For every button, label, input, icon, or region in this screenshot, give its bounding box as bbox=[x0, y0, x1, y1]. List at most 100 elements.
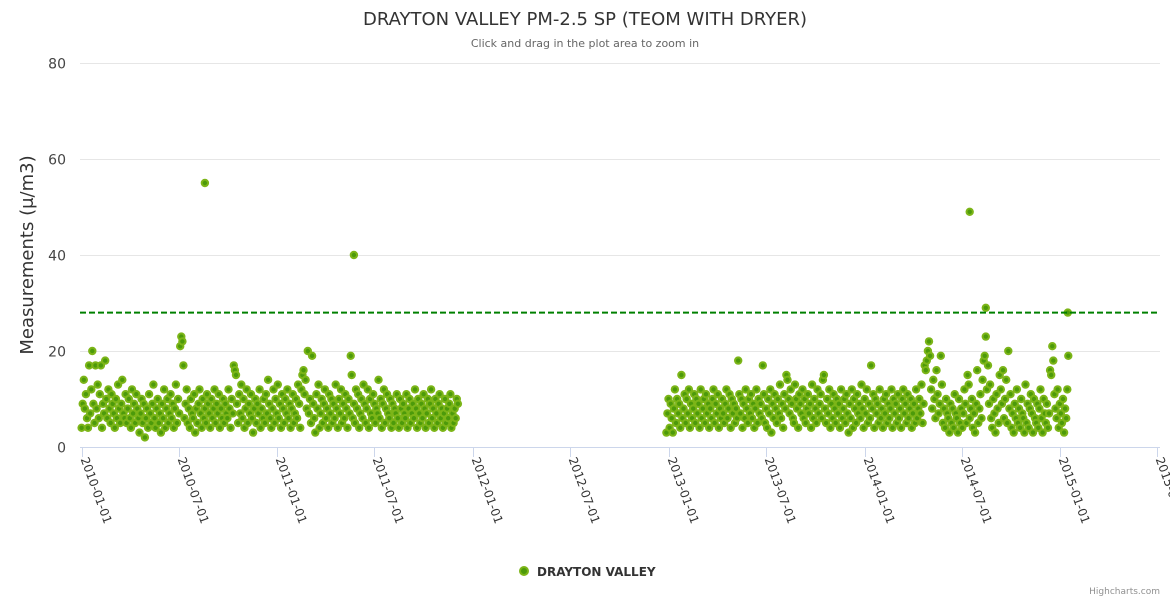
y-tick-label: 20 bbox=[48, 345, 66, 361]
data-point bbox=[83, 423, 93, 432]
data-point bbox=[706, 404, 715, 413]
data-point bbox=[346, 351, 355, 360]
data-point bbox=[747, 414, 757, 423]
data-point bbox=[970, 428, 980, 437]
data-point bbox=[435, 390, 444, 399]
data-point bbox=[81, 390, 91, 399]
data-point bbox=[349, 250, 359, 260]
data-point bbox=[746, 390, 756, 399]
data-point bbox=[314, 380, 323, 389]
data-point bbox=[767, 428, 776, 437]
data-point bbox=[132, 390, 141, 399]
data-point bbox=[110, 423, 120, 432]
data-point bbox=[344, 394, 353, 404]
credits-link[interactable]: Highcharts.com bbox=[1089, 587, 1160, 597]
data-point bbox=[248, 428, 258, 437]
data-point bbox=[355, 423, 364, 432]
data-point bbox=[316, 409, 325, 418]
data-point bbox=[981, 303, 990, 312]
plot-area[interactable] bbox=[77, 178, 1073, 442]
data-point bbox=[887, 385, 896, 394]
data-point bbox=[998, 366, 1008, 375]
data-point bbox=[1038, 428, 1047, 437]
data-point bbox=[1012, 385, 1022, 394]
data-point bbox=[232, 399, 242, 408]
data-point bbox=[963, 370, 972, 380]
data-point bbox=[835, 423, 845, 432]
data-point bbox=[1049, 356, 1058, 365]
data-point bbox=[1060, 404, 1070, 413]
legend[interactable]: DRAYTON VALLEY bbox=[519, 565, 656, 579]
data-point bbox=[375, 414, 384, 423]
data-point bbox=[964, 380, 973, 389]
data-point bbox=[1062, 414, 1071, 423]
data-point bbox=[304, 409, 314, 418]
data-point bbox=[670, 385, 680, 394]
data-point bbox=[936, 351, 945, 360]
data-point bbox=[86, 409, 95, 418]
data-point bbox=[296, 423, 305, 432]
data-point bbox=[185, 423, 195, 432]
data-point bbox=[676, 423, 685, 432]
data-point bbox=[866, 361, 876, 370]
data-point bbox=[227, 394, 236, 404]
legend-item-drayton-valley[interactable]: DRAYTON VALLEY bbox=[537, 565, 656, 579]
data-point bbox=[853, 390, 862, 399]
data-point bbox=[977, 414, 986, 423]
data-point bbox=[975, 404, 984, 413]
y-axis-label: Measurements (μ/m3) bbox=[17, 155, 38, 354]
data-point bbox=[862, 385, 871, 394]
data-point bbox=[369, 390, 378, 399]
y-tick-label: 60 bbox=[48, 153, 66, 169]
y-tick-label: 80 bbox=[48, 57, 66, 73]
data-point bbox=[932, 366, 941, 375]
data-point bbox=[865, 414, 875, 423]
data-point bbox=[685, 423, 695, 432]
data-point bbox=[1009, 428, 1018, 437]
data-point bbox=[937, 380, 947, 389]
data-point bbox=[741, 385, 750, 394]
data-point bbox=[991, 428, 1000, 437]
data-point bbox=[144, 390, 154, 399]
data-point bbox=[933, 390, 942, 399]
data-point bbox=[815, 399, 824, 408]
data-point bbox=[794, 423, 803, 432]
data-point bbox=[453, 399, 463, 408]
data-point bbox=[1017, 394, 1026, 404]
data-point bbox=[200, 178, 210, 188]
data-point bbox=[261, 390, 271, 399]
data-point bbox=[111, 394, 121, 404]
data-point bbox=[228, 409, 238, 418]
chart-subtitle: Click and drag in the plot area to zoom … bbox=[471, 37, 699, 50]
data-point bbox=[976, 390, 985, 399]
data-point bbox=[1048, 342, 1057, 351]
data-point bbox=[881, 390, 891, 399]
data-point bbox=[274, 414, 283, 423]
data-point bbox=[701, 390, 711, 399]
data-point bbox=[1058, 394, 1068, 404]
data-point bbox=[237, 380, 246, 389]
grid-lines bbox=[80, 63, 1160, 352]
data-point bbox=[776, 414, 786, 423]
data-point bbox=[159, 385, 169, 394]
data-point bbox=[723, 414, 732, 423]
data-point bbox=[677, 370, 686, 380]
data-point bbox=[856, 414, 865, 423]
data-point bbox=[117, 399, 126, 408]
data-point bbox=[244, 399, 254, 408]
data-point bbox=[925, 351, 935, 360]
data-point bbox=[191, 428, 200, 437]
data-point bbox=[255, 385, 264, 394]
data-point bbox=[738, 423, 747, 432]
data-point bbox=[118, 375, 127, 384]
data-point bbox=[312, 390, 321, 399]
data-point bbox=[140, 433, 150, 442]
data-point bbox=[224, 385, 233, 394]
data-point bbox=[969, 409, 979, 418]
data-point bbox=[775, 380, 785, 389]
data-point bbox=[926, 385, 936, 394]
data-point bbox=[841, 418, 850, 428]
data-point bbox=[92, 404, 101, 413]
data-point bbox=[994, 418, 1003, 428]
